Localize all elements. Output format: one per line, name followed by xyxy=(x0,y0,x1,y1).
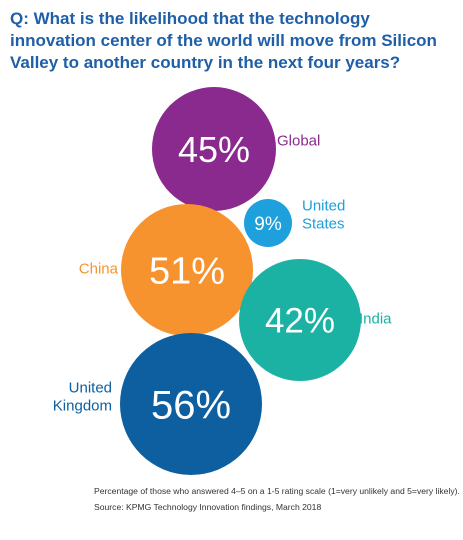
chart-title: Q: What is the likelihood that the techn… xyxy=(10,9,437,72)
category-label-united-states: United States xyxy=(302,197,345,232)
bubble-united-states xyxy=(244,199,292,247)
category-label-united-kingdom: United Kingdom xyxy=(53,379,112,414)
value-label-india: 42% xyxy=(265,302,335,341)
bubble-india xyxy=(239,259,361,381)
category-label-china: China xyxy=(79,260,119,277)
bubble-china xyxy=(121,204,253,336)
category-label-global: Global xyxy=(277,132,320,149)
bubbles-group: 45% Global 9% United States 51% China 42% India 5… xyxy=(53,87,392,475)
category-label-india: India xyxy=(359,310,392,327)
value-label-united-kingdom: 56% xyxy=(151,383,231,427)
value-label-global: 45% xyxy=(178,129,250,170)
footnote: Percentage of those who answered 4–5 on … xyxy=(94,486,460,496)
value-label-china: 51% xyxy=(149,251,225,293)
bubble-united-kingdom xyxy=(120,333,262,475)
value-label-united-states: 9% xyxy=(254,214,282,235)
bubble-global xyxy=(152,87,276,211)
source-note: Source: KPMG Technology Innovation findi… xyxy=(94,502,322,512)
